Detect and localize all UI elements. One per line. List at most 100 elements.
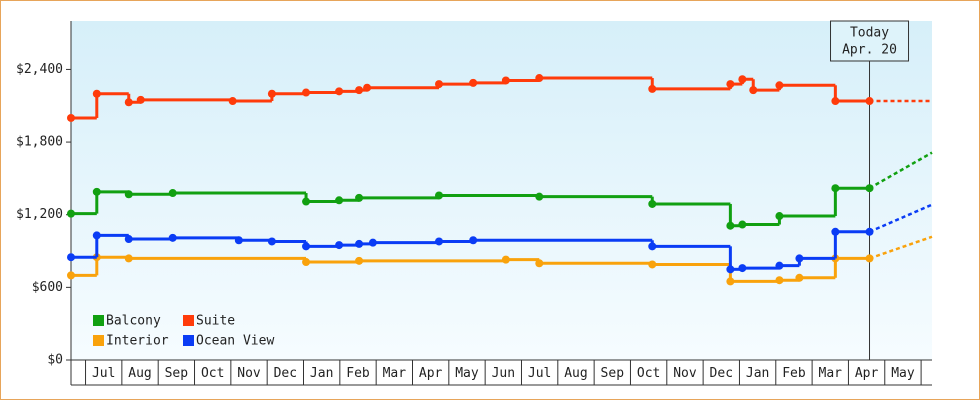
series [67,151,933,230]
price-point [535,259,544,268]
price-point [749,86,758,95]
x-tick-label: Mar [383,366,407,381]
price-point [335,87,344,96]
price-point [67,271,75,280]
price-point [648,84,657,93]
price-point [648,260,657,269]
price-point [363,83,372,92]
plot-area [71,21,932,360]
price-point [865,97,874,106]
series [67,203,933,274]
price-point [124,98,133,107]
x-tick-label: May [891,366,915,381]
price-point [795,254,804,263]
price-point [355,239,364,248]
legend-label: Ocean View [196,334,274,349]
price-point [124,190,133,199]
x-tick-label: Oct [201,366,224,381]
today-label: Today [850,26,889,41]
price-point [302,258,311,267]
x-tick-label: Feb [782,366,806,381]
price-point [501,76,510,85]
price-point [435,191,444,200]
x-tick-label: Oct [637,366,660,381]
x-tick-label: Dec [710,366,733,381]
x-tick-label: Apr [855,366,879,381]
price-point [795,273,804,282]
price-point [865,184,874,193]
price-point [535,192,544,201]
price-point [726,80,735,89]
price-point [775,276,784,285]
x-tick-label: Jan [746,366,769,381]
price-point [302,242,311,251]
x-tick-label: Nov [237,366,261,381]
price-point [228,97,237,106]
legend-label: Balcony [106,314,161,329]
price-point [726,221,735,230]
price-point [355,86,364,95]
x-tick-label: May [455,366,479,381]
price-point [738,264,747,273]
price-point [831,97,840,106]
price-point [738,75,747,84]
x-tick-label: Sep [601,366,625,381]
x-tick-label: Apr [419,366,443,381]
legend-label: Suite [196,314,235,329]
price-point [831,227,840,236]
price-point [501,255,510,264]
price-point [234,236,243,245]
price-point [368,238,377,247]
price-point [535,74,544,83]
price-point [775,212,784,221]
price-point [355,256,364,265]
price-point [435,80,444,89]
price-point [124,235,133,244]
legend-swatch [93,335,104,346]
price-point [435,237,444,246]
price-point [267,237,276,246]
x-tick-label: Jan [310,366,333,381]
price-point [124,254,133,263]
legend-swatch [93,315,104,326]
legend-swatch [183,315,194,326]
price-point [92,231,101,240]
legend-swatch [183,335,194,346]
x-tick-label: Dec [274,366,297,381]
price-point [738,220,747,229]
price-point [648,242,657,251]
y-tick-label: $1,200 [16,207,63,222]
today-box [830,20,910,62]
forecast-line [869,203,933,233]
x-tick-label: Nov [673,366,697,381]
forecast-line [868,151,933,190]
price-point [469,78,478,87]
price-point [648,199,657,208]
price-point [865,227,874,236]
x-tick-label: Aug [564,366,587,381]
x-tick-label: Jun [492,366,515,381]
price-point [726,277,735,286]
x-tick-label: Jul [528,366,551,381]
price-point [335,241,344,250]
x-tick-label: Jul [92,366,115,381]
price-point [775,261,784,270]
price-point [67,113,75,122]
x-tick-label: Aug [128,366,151,381]
price-point [168,189,177,198]
y-tick-label: $0 [47,353,63,368]
price-point [67,253,75,262]
price-point [775,81,784,90]
price-point [865,254,874,263]
y-tick-label: $1,800 [16,135,63,150]
price-point [136,95,145,104]
price-point [355,193,364,202]
price-point [92,187,101,196]
price-point [267,89,276,98]
price-point [726,265,735,274]
price-point [67,209,75,218]
legend-label: Interior [106,334,169,349]
x-tick-label: Feb [346,366,370,381]
